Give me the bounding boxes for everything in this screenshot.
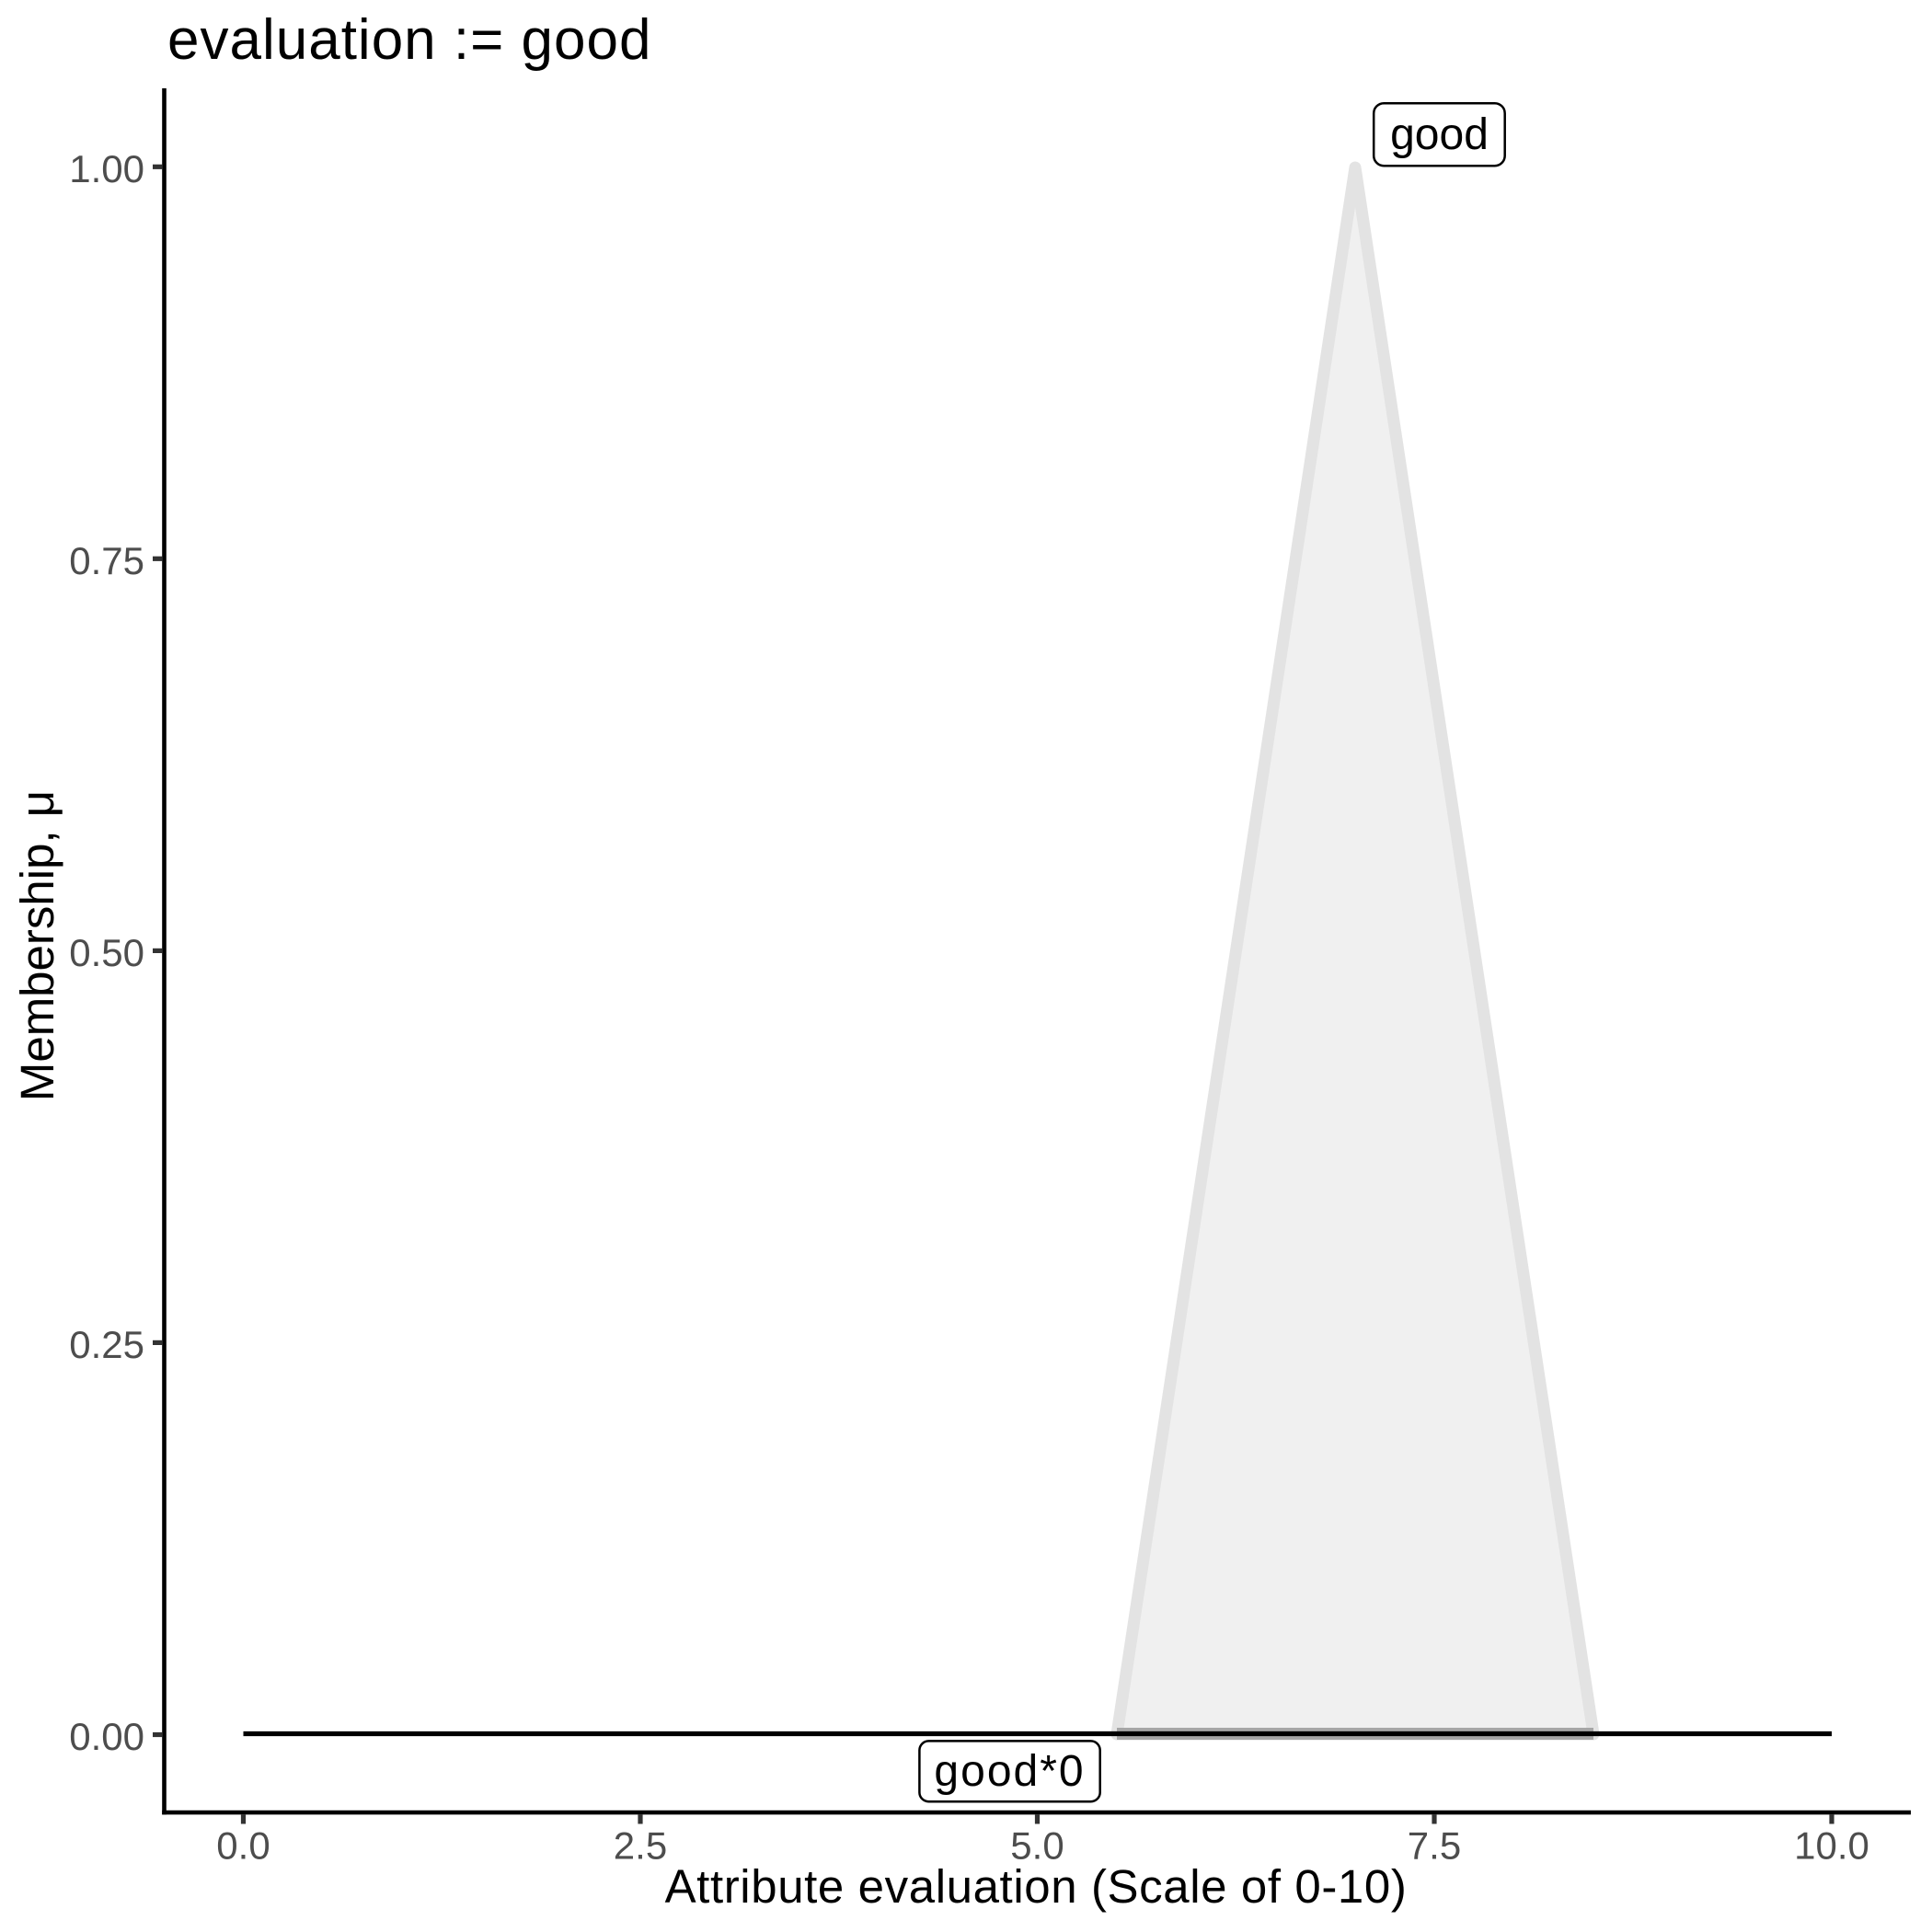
svg-text:2.5: 2.5: [614, 1824, 667, 1868]
svg-text:0.0: 0.0: [216, 1824, 270, 1868]
svg-text:0.75: 0.75: [69, 539, 144, 582]
svg-text:good*0: good*0: [934, 1747, 1085, 1796]
svg-text:evaluation := good: evaluation := good: [167, 8, 651, 72]
svg-text:7.5: 7.5: [1408, 1824, 1461, 1868]
svg-text:1.00: 1.00: [69, 147, 144, 190]
svg-text:10.0: 10.0: [1794, 1824, 1869, 1868]
svg-text:Attribute evaluation (Scale of: Attribute evaluation (Scale of 0-10): [665, 1860, 1408, 1913]
svg-text:5.0: 5.0: [1010, 1824, 1064, 1868]
svg-text:good: good: [1390, 110, 1489, 159]
svg-text:Membership, μ: Membership, μ: [11, 790, 63, 1101]
svg-text:0.00: 0.00: [69, 1715, 144, 1758]
svg-text:0.25: 0.25: [69, 1323, 144, 1366]
svg-text:0.50: 0.50: [69, 931, 144, 974]
